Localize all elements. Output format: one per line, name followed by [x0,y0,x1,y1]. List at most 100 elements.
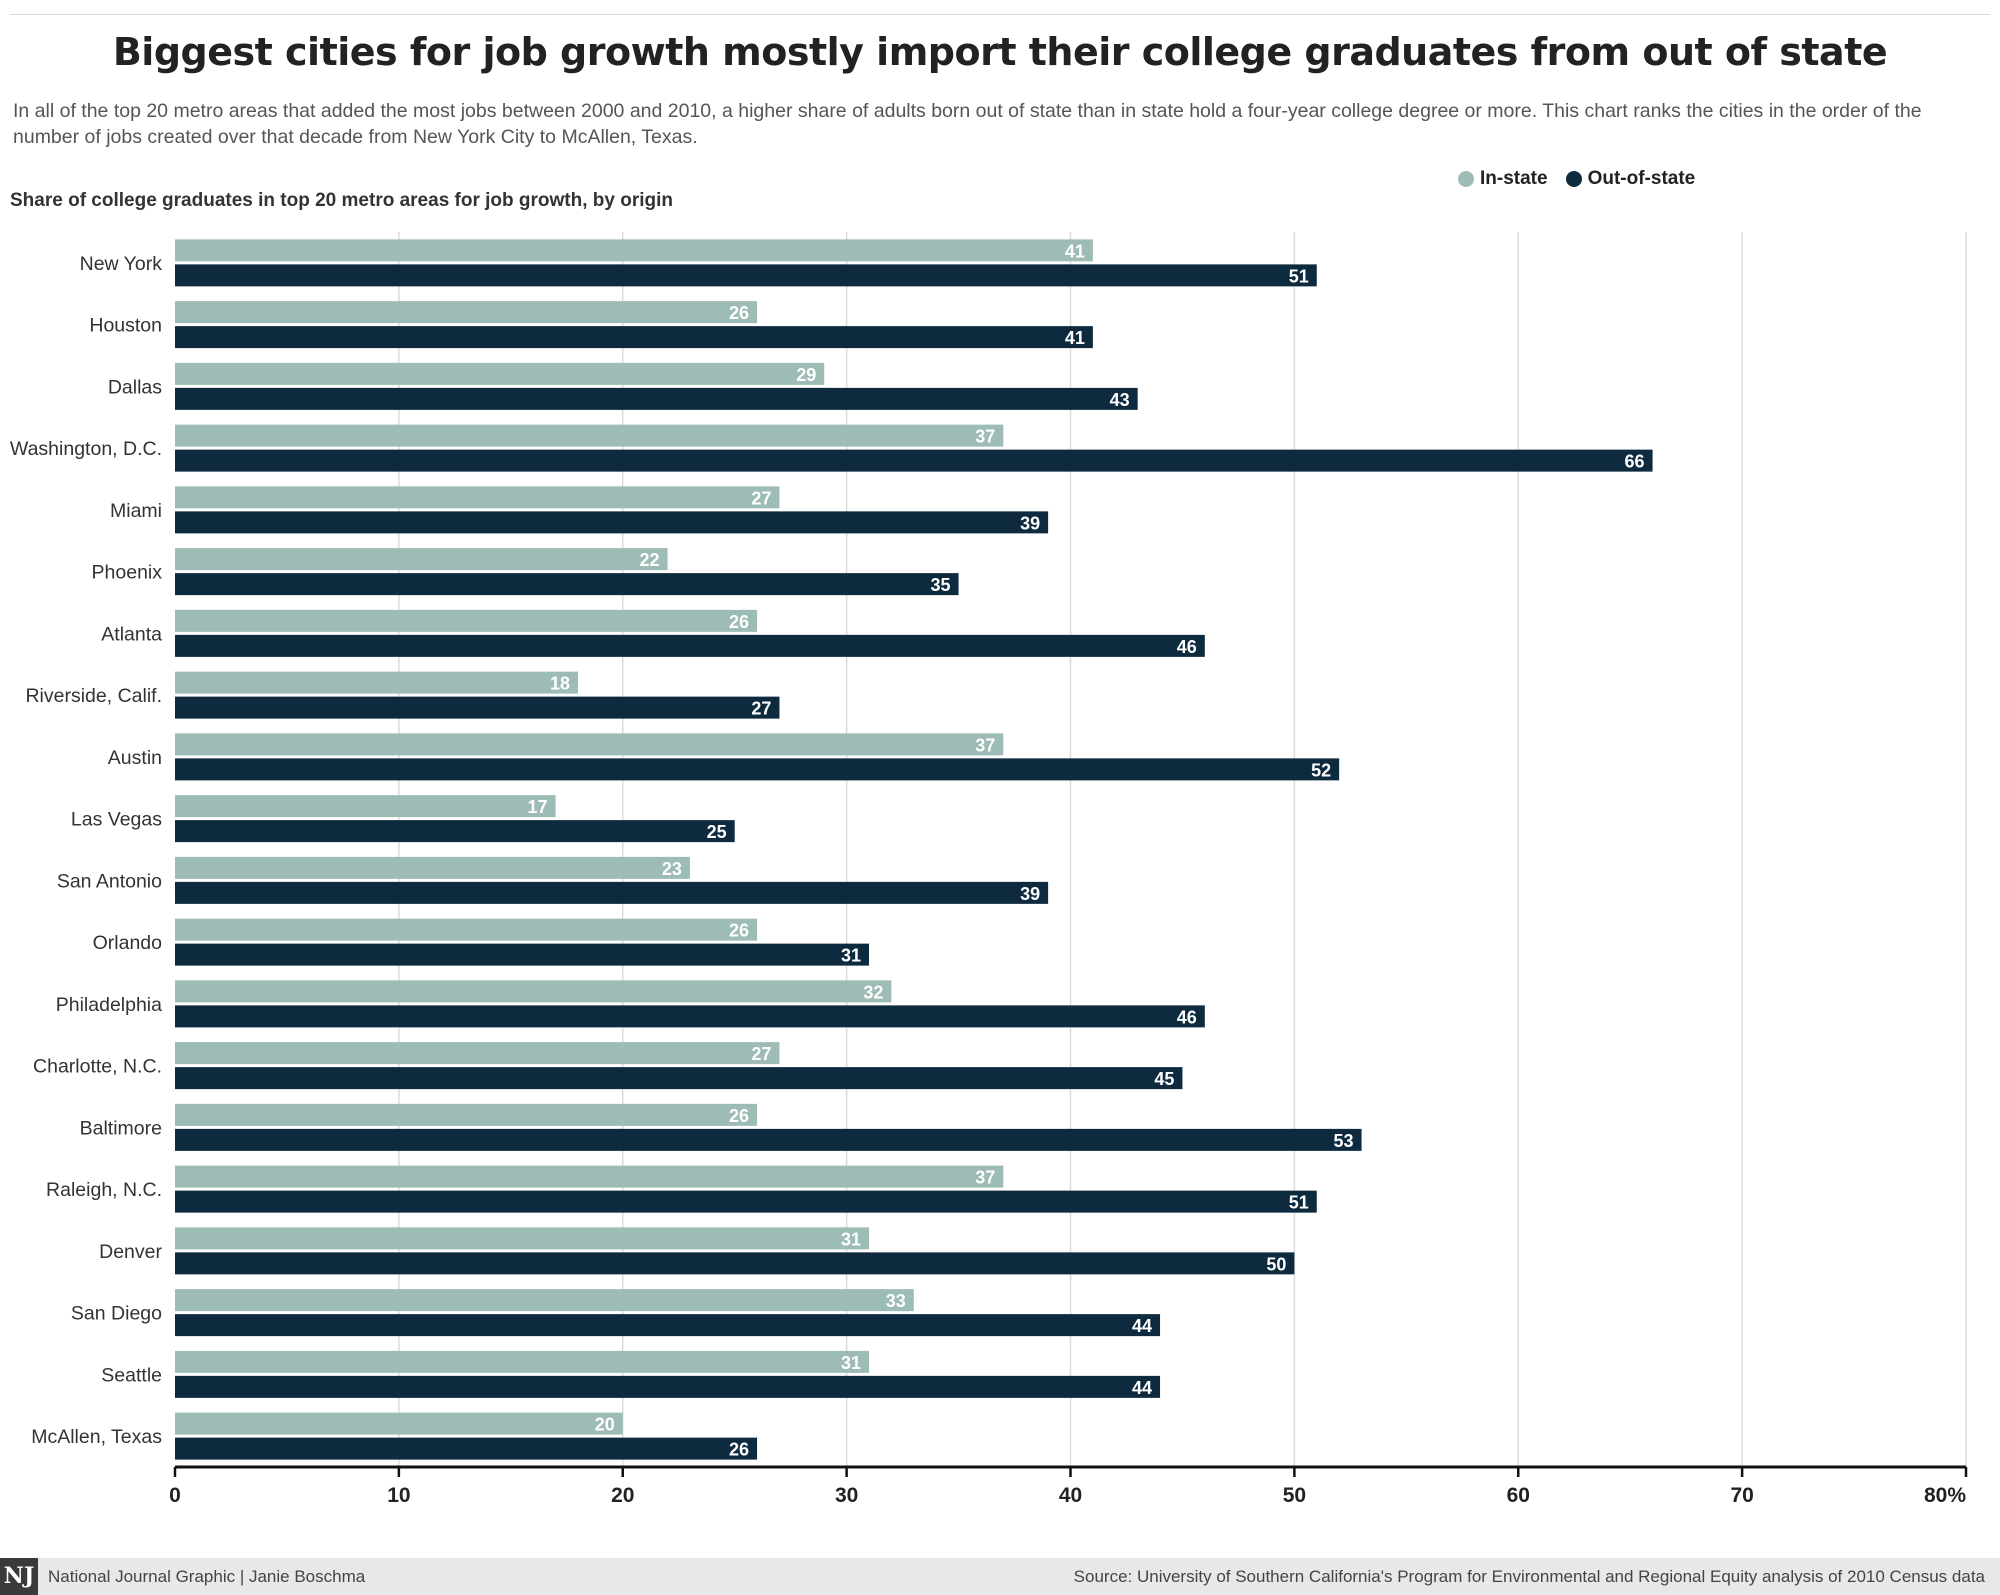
category-label-new-york: New York [80,253,163,275]
category-label-atlanta: Atlanta [101,623,162,645]
x-tick-label-20: 20 [611,1484,634,1507]
data-label-dallas-out-of-state: 43 [1110,390,1130,410]
x-tick-label-10: 10 [387,1484,410,1507]
data-label-riverside-calif-in-state: 18 [550,674,570,694]
bar-las-vegas-out-of-state [175,820,735,843]
category-label-phoenix: Phoenix [92,562,163,584]
data-label-orlando-in-state: 26 [729,921,749,941]
legend-swatch-in-state [1458,171,1474,187]
category-label-philadelphia: Philadelphia [56,994,162,1016]
legend-label-in-state: In-state [1480,168,1548,189]
bar-charlotte-n-c-out-of-state [175,1067,1183,1090]
bar-atlanta-out-of-state [175,634,1205,657]
category-label-houston: Houston [89,315,162,337]
data-label-dallas-in-state: 29 [796,365,816,385]
data-label-san-diego-in-state: 33 [886,1291,906,1311]
data-label-austin-in-state: 37 [975,735,995,755]
x-tick-label-50: 50 [1283,1484,1306,1507]
data-label-new-york-out-of-state: 51 [1289,266,1309,286]
bar-baltimore-in-state [175,1103,758,1126]
legend-label-out-of-state: Out-of-state [1587,168,1696,189]
data-label-baltimore-in-state: 26 [729,1106,749,1126]
source-note: Source: University of Southern Californi… [1073,1567,1985,1586]
bar-san-antonio-out-of-state [175,881,1049,904]
category-label-san-diego: San Diego [71,1303,162,1325]
category-label-mcallen-texas: McAllen, Texas [31,1426,162,1448]
bar-baltimore-out-of-state [175,1128,1362,1151]
data-label-charlotte-n-c-out-of-state: 45 [1154,1069,1174,1089]
data-label-denver-out-of-state: 50 [1266,1254,1286,1274]
bar-orlando-out-of-state [175,943,870,966]
footer: NJ National Journal Graphic | Janie Bosc… [0,1558,2000,1595]
top-divider [10,14,1990,15]
chart-subtitle: In all of the top 20 metro areas that ad… [13,100,1922,148]
bar-new-york-in-state [175,239,1093,262]
data-label-riverside-calif-out-of-state: 27 [751,699,771,719]
x-tick-label-70: 70 [1730,1484,1753,1507]
bar-seattle-in-state [175,1350,870,1373]
data-label-mcallen-texas-out-of-state: 26 [729,1440,749,1460]
bar-austin-out-of-state [175,758,1340,781]
data-label-washington-d-c-in-state: 37 [975,427,995,447]
data-label-charlotte-n-c-in-state: 27 [751,1044,771,1064]
category-label-seattle: Seattle [101,1364,162,1386]
data-label-austin-out-of-state: 52 [1311,760,1331,780]
data-label-phoenix-out-of-state: 35 [931,575,951,595]
bar-phoenix-out-of-state [175,573,959,596]
x-tick-label-60: 60 [1507,1484,1530,1507]
bar-raleigh-n-c-in-state [175,1165,1004,1188]
bar-orlando-in-state [175,918,758,941]
bar-denver-in-state [175,1227,870,1250]
category-label-san-antonio: San Antonio [57,870,162,892]
data-label-seattle-out-of-state: 44 [1132,1378,1152,1398]
data-label-washington-d-c-out-of-state: 66 [1625,452,1645,472]
bar-philadelphia-in-state [175,980,892,1003]
legend-item-in-state: In-state [1458,168,1548,190]
data-label-miami-in-state: 27 [751,488,771,508]
bar-phoenix-in-state [175,548,668,571]
data-label-las-vegas-in-state: 17 [528,797,548,817]
data-label-raleigh-n-c-out-of-state: 51 [1289,1193,1309,1213]
bar-new-york-out-of-state [175,264,1317,287]
graphic-credit: National Journal Graphic | Janie Boschma [48,1567,366,1586]
category-label-denver: Denver [99,1241,162,1263]
chart-title: Biggest cities for job growth mostly imp… [112,30,1888,74]
data-label-phoenix-in-state: 22 [639,550,659,570]
data-label-philadelphia-out-of-state: 46 [1177,1007,1197,1027]
bar-riverside-calif-in-state [175,671,578,694]
bar-dallas-out-of-state [175,387,1138,410]
data-label-san-antonio-out-of-state: 39 [1020,884,1040,904]
data-label-miami-out-of-state: 39 [1020,513,1040,533]
data-label-denver-in-state: 31 [841,1229,861,1249]
data-label-san-diego-out-of-state: 44 [1132,1316,1152,1336]
bar-san-antonio-in-state [175,856,690,879]
bar-houston-in-state [175,301,758,324]
data-label-houston-out-of-state: 41 [1065,328,1085,348]
legend: In-state Out-of-state [1458,168,1713,190]
data-label-san-antonio-in-state: 23 [662,859,682,879]
bar-dallas-in-state [175,362,825,385]
bar-seattle-out-of-state [175,1375,1161,1398]
category-label-dallas: Dallas [108,376,162,398]
bar-charlotte-n-c-in-state [175,1042,780,1065]
data-label-orlando-out-of-state: 31 [841,946,861,966]
category-label-austin: Austin [108,747,162,769]
bar-houston-out-of-state [175,326,1093,349]
bar-chart: New York 41 51 Houston 26 41 Dallas 29 43 Washing… [10,232,1968,1507]
x-tick-label-0: 0 [169,1484,181,1507]
bar-denver-out-of-state [175,1252,1295,1275]
category-label-miami: Miami [110,500,162,522]
x-tick-label-30: 30 [835,1484,858,1507]
bar-san-diego-in-state [175,1289,914,1312]
bar-mcallen-texas-in-state [175,1412,623,1435]
bar-atlanta-in-state [175,609,758,632]
nj-logo: NJ [0,1558,38,1595]
data-label-mcallen-texas-in-state: 20 [595,1415,615,1435]
bar-raleigh-n-c-out-of-state [175,1190,1317,1213]
x-tick-label-80: 80% [1924,1484,1966,1507]
bar-miami-out-of-state [175,511,1049,534]
bar-philadelphia-out-of-state [175,1005,1205,1028]
data-label-raleigh-n-c-in-state: 37 [975,1168,995,1188]
category-label-washington-d-c: Washington, D.C. [10,438,162,460]
category-label-raleigh-n-c: Raleigh, N.C. [46,1179,162,1201]
